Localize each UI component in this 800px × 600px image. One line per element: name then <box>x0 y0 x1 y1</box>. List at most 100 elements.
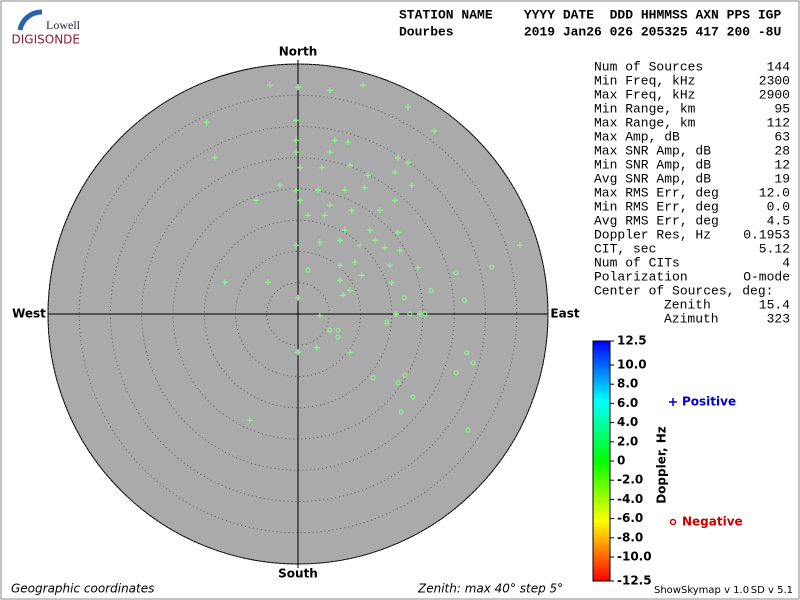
header-values: Dourbes 2019 Jan26 026 205325 417 200 -8… <box>399 24 781 39</box>
colorbar-tick-label: 8.0 <box>617 377 638 391</box>
source-plus <box>295 294 301 301</box>
source-plus <box>395 229 401 236</box>
stat-label: Avg RMS Err, deg <box>594 213 719 228</box>
source-circle <box>470 360 476 366</box>
source-plus <box>293 149 300 156</box>
source-plus <box>326 87 333 94</box>
source-plus <box>336 262 343 269</box>
stat-label: Min Range, km <box>594 101 696 116</box>
source-plus <box>358 272 365 279</box>
stat-label: Max Amp, dB <box>594 129 680 144</box>
source-plus <box>266 82 273 89</box>
stat-label: Max RMS Err, deg <box>594 185 719 200</box>
footer-sd: SD v 5.1 <box>751 585 793 596</box>
source-circle <box>335 327 341 333</box>
source-circle <box>489 264 495 270</box>
source-plus <box>395 154 401 161</box>
source-plus <box>431 127 438 134</box>
source-plus <box>316 312 323 319</box>
stat-label: Doppler Res, Hz <box>594 227 711 242</box>
source-plus <box>356 242 363 249</box>
source-plus <box>366 227 373 234</box>
source-circle <box>465 427 471 433</box>
source-plus <box>321 212 328 219</box>
source-plus <box>391 169 398 176</box>
center-value: 323 <box>767 311 790 326</box>
stat-label: Polarization <box>594 269 688 284</box>
source-circle <box>370 375 376 381</box>
stat-label: Max Freq, kHz <box>594 87 695 102</box>
source-plus <box>296 164 303 171</box>
colorbar-tick-label: 12.5 <box>617 334 647 348</box>
stat-value: 28 <box>774 143 790 158</box>
source-plus <box>341 187 348 194</box>
source-plus <box>391 197 398 204</box>
colorbar-tick-label: -10.0 <box>617 550 652 564</box>
east-label: East <box>550 307 579 321</box>
source-circle <box>327 327 333 333</box>
source-plus <box>361 184 368 191</box>
source-plus <box>340 292 346 299</box>
source-plus <box>336 277 343 284</box>
source-plus <box>345 139 351 146</box>
colorbar-tick-label: -4.0 <box>617 492 643 506</box>
source-plus <box>293 242 300 249</box>
stat-label: Min RMS Err, deg <box>594 199 719 214</box>
stat-value: 4 <box>782 255 790 270</box>
source-circle <box>395 380 401 386</box>
logo-bottom: DIGISONDE <box>12 33 80 47</box>
source-plus <box>293 137 300 144</box>
source-plus <box>265 279 271 286</box>
source-plus <box>253 197 260 204</box>
source-plus <box>221 279 228 286</box>
source-plus <box>295 349 301 356</box>
colorbar-tick-label: 4.0 <box>617 415 638 429</box>
stat-value: 4.5 <box>767 213 790 228</box>
stat-label: Num of Sources <box>594 59 703 74</box>
west-label: West <box>12 307 46 321</box>
source-plus <box>405 104 411 111</box>
source-plus <box>348 207 355 214</box>
stat-value: 2300 <box>759 73 790 88</box>
colorbar-tick-label: -12.5 <box>617 574 652 588</box>
source-plus <box>376 207 383 214</box>
source-plus <box>381 244 388 251</box>
source-plus <box>203 119 210 126</box>
source-plus <box>351 259 358 266</box>
center-title: Center of Sources, deg: <box>594 283 773 298</box>
source-plus <box>295 84 301 91</box>
source-plus <box>211 154 218 161</box>
source-plus <box>296 197 303 204</box>
source-circle <box>402 372 408 378</box>
colorbar-label: Doppler, Hz <box>655 426 669 504</box>
source-plus <box>396 247 403 254</box>
stat-value: 63 <box>774 129 790 144</box>
footer-version: ShowSkymap v 1.0 <box>654 585 749 596</box>
source-plus <box>246 417 253 424</box>
stat-label: CIT, sec <box>594 241 656 256</box>
colorbar-tick-label: 6.0 <box>617 396 638 410</box>
stat-value: 12.0 <box>759 185 790 200</box>
source-plus <box>360 82 366 89</box>
stat-label: Avg SNR Amp, dB <box>594 171 711 186</box>
source-plus <box>405 159 411 166</box>
stat-value: 95 <box>774 101 790 116</box>
source-plus <box>388 279 395 286</box>
stat-value: O-mode <box>743 269 790 284</box>
center-label: Zenith <box>664 297 711 312</box>
source-plus <box>386 262 393 269</box>
legend-label: Positive <box>682 395 736 409</box>
source-circle <box>461 297 467 303</box>
source-plus <box>416 311 423 317</box>
center-value: 15.4 <box>759 297 790 312</box>
colorbar-tick-label: -8.0 <box>617 530 643 544</box>
colorbar-tick-label: 2.0 <box>617 434 638 448</box>
source-plus <box>331 137 338 144</box>
stat-label: Max Range, km <box>594 115 696 130</box>
source-circle <box>464 350 470 356</box>
stat-value: 0.1953 <box>743 227 790 242</box>
source-plus <box>305 212 311 219</box>
source-circle <box>407 311 413 317</box>
